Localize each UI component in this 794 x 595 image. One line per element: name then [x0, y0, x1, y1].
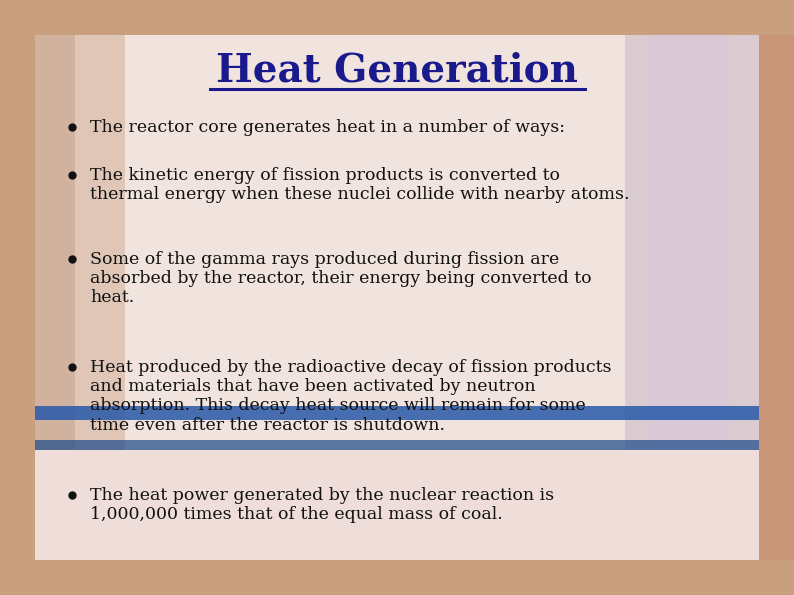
Bar: [35, 35, 75, 560]
Text: 1,000,000 times that of the equal mass of coal.: 1,000,000 times that of the equal mass o…: [90, 506, 503, 523]
Text: The reactor core generates heat in a number of ways:: The reactor core generates heat in a num…: [90, 118, 565, 136]
Text: thermal energy when these nuclei collide with nearby atoms.: thermal energy when these nuclei collide…: [90, 186, 630, 203]
Text: Heat produced by the radioactive decay of fission products: Heat produced by the radioactive decay o…: [90, 359, 611, 375]
Bar: [35, 35, 759, 560]
Text: The kinetic energy of fission products is converted to: The kinetic energy of fission products i…: [90, 167, 560, 183]
Bar: [35, 440, 759, 450]
Text: absorption. This decay heat source will remain for some: absorption. This decay heat source will …: [90, 397, 586, 415]
Bar: [35, 406, 759, 420]
Bar: [35, 35, 759, 560]
Bar: [625, 35, 759, 560]
Text: The heat power generated by the nuclear reaction is: The heat power generated by the nuclear …: [90, 487, 554, 503]
Text: time even after the reactor is shutdown.: time even after the reactor is shutdown.: [90, 417, 445, 434]
Bar: [35, 450, 759, 560]
Text: absorbed by the reactor, their energy being converted to: absorbed by the reactor, their energy be…: [90, 270, 592, 287]
Bar: [759, 35, 794, 560]
Text: and materials that have been activated by neutron: and materials that have been activated b…: [90, 378, 536, 395]
Bar: [650, 35, 730, 560]
Text: Heat Generation: Heat Generation: [216, 51, 578, 89]
Text: Some of the gamma rays produced during fission are: Some of the gamma rays produced during f…: [90, 250, 559, 268]
Text: heat.: heat.: [90, 290, 134, 306]
Bar: [35, 35, 125, 560]
